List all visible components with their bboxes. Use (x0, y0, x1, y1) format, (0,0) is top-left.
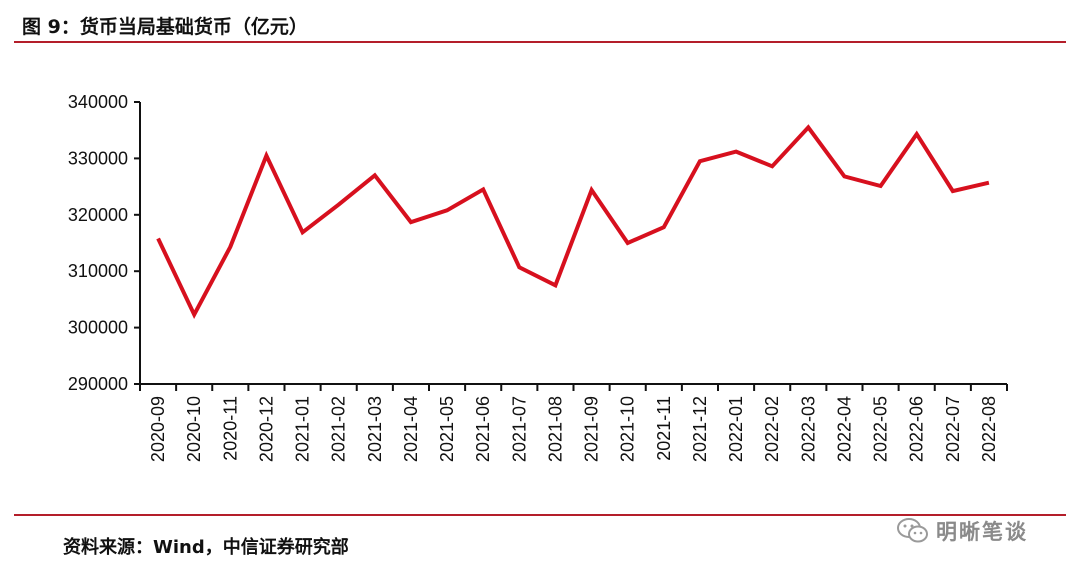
top-divider (14, 41, 1066, 43)
y-tick-label: 290000 (68, 374, 128, 394)
x-tick-label: 2022-08 (979, 396, 999, 462)
y-tick-label: 300000 (68, 318, 128, 338)
y-tick-label: 310000 (68, 261, 128, 281)
series-line (156, 124, 990, 320)
x-tick-label: 2022-05 (871, 396, 891, 462)
x-tick-label: 2020-09 (148, 396, 168, 462)
x-tick-label: 2022-03 (798, 396, 818, 462)
x-tick-label: 2021-03 (365, 396, 385, 462)
watermark: 明晰笔谈 (896, 513, 1056, 549)
y-tick-label: 320000 (68, 205, 128, 225)
bottom-divider (14, 514, 1066, 516)
x-tick-label: 2021-10 (618, 396, 638, 462)
figure-title: 图 9：货币当局基础货币（亿元） (22, 16, 308, 38)
x-tick-label: 2020-12 (256, 396, 276, 462)
x-tick-label: 2021-02 (329, 396, 349, 462)
x-tick-label: 2021-05 (437, 396, 457, 462)
x-tick-label: 2021-08 (545, 396, 565, 462)
y-tick-label: 330000 (68, 148, 128, 168)
series-layer (156, 124, 990, 320)
wechat-icon (897, 518, 928, 543)
x-tick-label: 2021-04 (401, 396, 421, 462)
x-tick-label: 2022-04 (834, 396, 854, 462)
y-tick-label: 340000 (68, 92, 128, 112)
x-tick-label: 2022-06 (907, 396, 927, 462)
x-tick-label: 2020-10 (184, 396, 204, 462)
x-tick-label: 2021-07 (509, 396, 529, 462)
source-note: 资料来源：Wind，中信证券研究部 (63, 537, 349, 558)
x-tick-label: 2022-01 (726, 396, 746, 462)
x-tick-label: 2021-09 (582, 396, 602, 462)
x-tick-label: 2020-11 (220, 396, 240, 461)
x-tick-label: 2022-02 (762, 396, 782, 462)
x-tick-label: 2021-11 (654, 396, 674, 461)
x-tick-label: 2022-07 (943, 396, 963, 462)
x-axis: 2020-09 2020-10 2020-11 2020-12 2021-01 2021-… (139, 383, 1008, 462)
y-axis: 290000 300000 310000 320000 330000 340000 (68, 92, 141, 394)
x-tick-label: 2021-01 (293, 396, 313, 462)
x-tick-label: 2021-06 (473, 396, 493, 462)
watermark-text: 明晰笔谈 (936, 520, 1028, 544)
x-tick-label: 2021-12 (690, 396, 710, 462)
